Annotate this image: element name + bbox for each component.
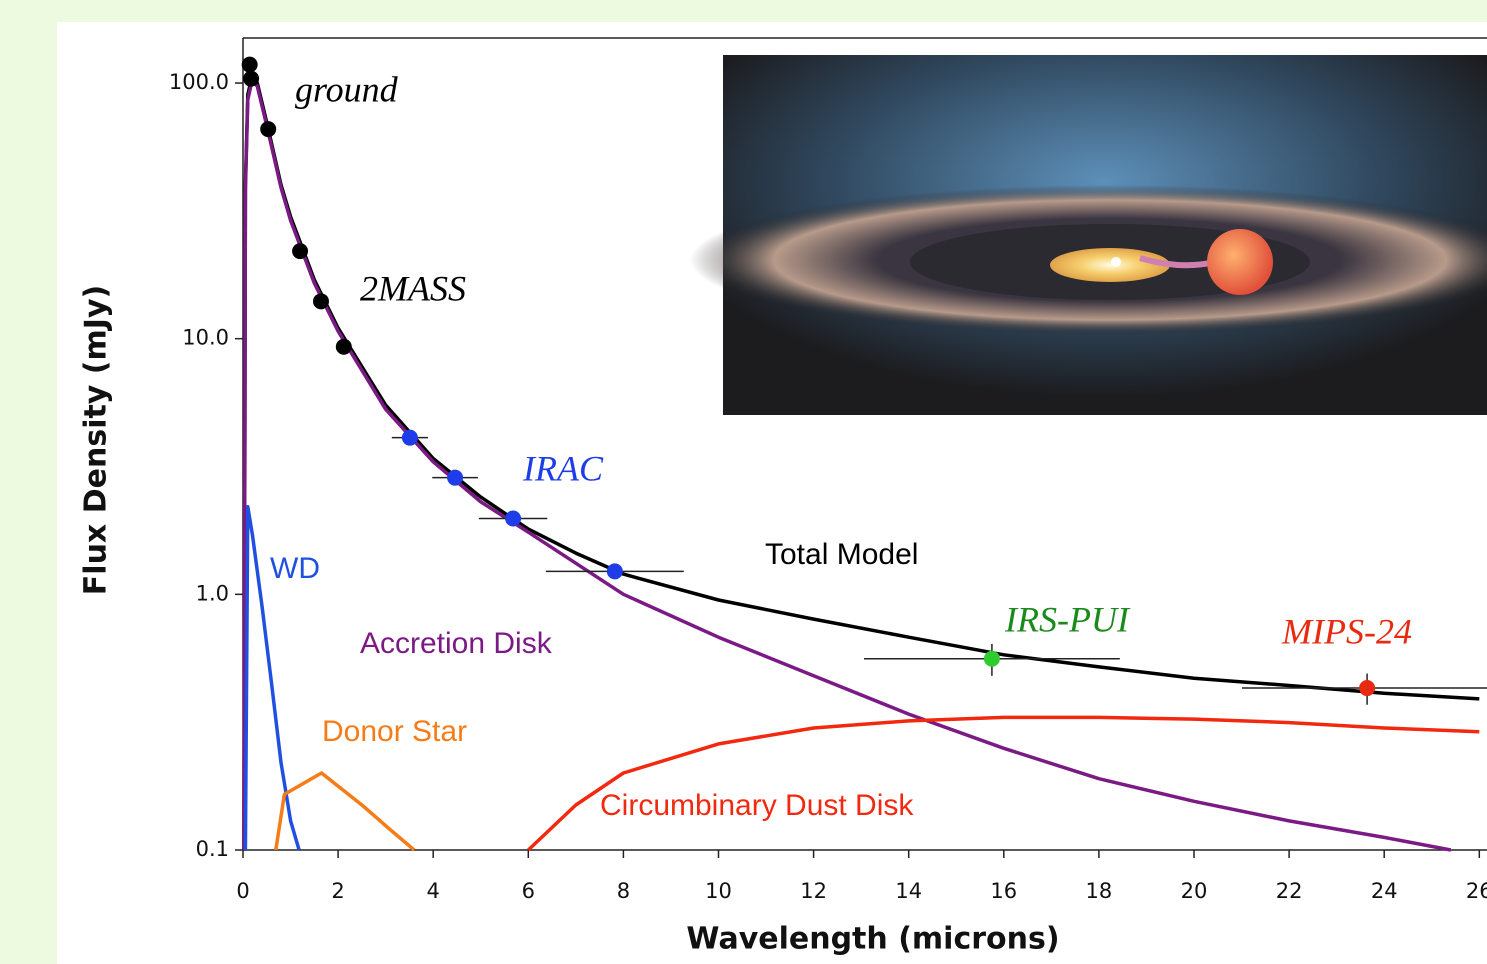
series-label: 2MASS (360, 268, 466, 308)
data-point (607, 563, 623, 579)
data-point (243, 71, 259, 87)
y-tick-label: 10.0 (182, 326, 229, 350)
x-tick-label: 8 (617, 879, 630, 903)
y-tick-label: 100.0 (169, 70, 229, 94)
x-tick-label: 18 (1086, 879, 1113, 903)
data-point (447, 470, 463, 486)
x-tick-label: 4 (427, 879, 440, 903)
x-tick-label: 16 (990, 879, 1017, 903)
series-label: MIPS-24 (1281, 611, 1412, 651)
data-point (402, 430, 418, 446)
x-tick-label: 0 (236, 879, 249, 903)
chart: Wavelength (microns) Flux Density (mJy) … (0, 0, 1487, 964)
data-point (336, 339, 352, 355)
series-label: Accretion Disk (360, 627, 553, 660)
x-axis-title: Wavelength (microns) (686, 922, 1059, 957)
x-tick-label: 22 (1276, 879, 1303, 903)
y-axis-title: Flux Density (mJy) (79, 285, 114, 595)
x-tick-label: 10 (705, 879, 732, 903)
series-label: IRAC (522, 448, 604, 488)
data-point (242, 57, 258, 73)
y-tick-label: 1.0 (196, 581, 229, 605)
x-tick-label: 12 (800, 879, 827, 903)
data-point (260, 121, 276, 137)
data-point (984, 651, 1000, 667)
data-point (313, 293, 329, 309)
series-label: WD (270, 552, 320, 585)
data-point (505, 510, 521, 526)
data-point (292, 243, 308, 259)
inset-illustration (690, 55, 1487, 415)
x-tick-label: 6 (522, 879, 535, 903)
page: Wavelength (microns) Flux Density (mJy) … (0, 0, 1487, 964)
series-label: ground (295, 69, 399, 109)
x-tick-label: 24 (1371, 879, 1398, 903)
x-tick-label: 2 (331, 879, 344, 903)
x-tick-label: 14 (895, 879, 922, 903)
x-tick-label: 20 (1181, 879, 1208, 903)
series-label: Total Model (765, 538, 918, 571)
x-tick-label: 26 (1466, 879, 1487, 903)
y-tick-label: 0.1 (196, 837, 229, 861)
series-label: Donor Star (322, 715, 467, 748)
series-label: Circumbinary Dust Disk (600, 789, 914, 822)
series-label: IRS-PUI (1004, 599, 1131, 639)
data-point (1359, 680, 1375, 696)
